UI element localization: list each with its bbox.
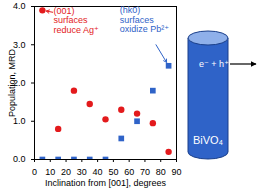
svg-text:30: 30 xyxy=(77,167,87,177)
svg-text:80: 80 xyxy=(156,167,166,177)
svg-text:50: 50 xyxy=(108,167,118,177)
svg-text:e⁻ + h⁺: e⁻ + h⁺ xyxy=(199,59,229,69)
svg-text:(hk0)surfacesoxidize Pb²⁺: (hk0)surfacesoxidize Pb²⁺ xyxy=(120,5,170,34)
svg-text:20: 20 xyxy=(61,167,71,177)
svg-text:2.0: 2.0 xyxy=(13,77,26,88)
svg-text:Population, MRD: Population, MRD xyxy=(7,48,17,117)
svg-text:4.0: 4.0 xyxy=(13,1,26,11)
svg-text:90: 90 xyxy=(171,167,181,177)
svg-text:0.0: 0.0 xyxy=(13,154,26,164)
svg-text:0: 0 xyxy=(32,167,37,177)
svg-text:60: 60 xyxy=(124,167,134,177)
svg-text:3.0: 3.0 xyxy=(13,40,26,50)
svg-text:70: 70 xyxy=(140,167,150,177)
svg-text:Inclination from [001], degree: Inclination from [001], degrees xyxy=(45,178,167,188)
svg-text:10: 10 xyxy=(45,167,55,177)
svg-text:1.0: 1.0 xyxy=(13,116,26,127)
svg-text:40: 40 xyxy=(93,167,103,177)
svg-text:BiVO₄: BiVO₄ xyxy=(193,134,224,146)
svg-text:(001)surfacesreduce Ag⁺: (001)surfacesreduce Ag⁺ xyxy=(53,6,99,35)
